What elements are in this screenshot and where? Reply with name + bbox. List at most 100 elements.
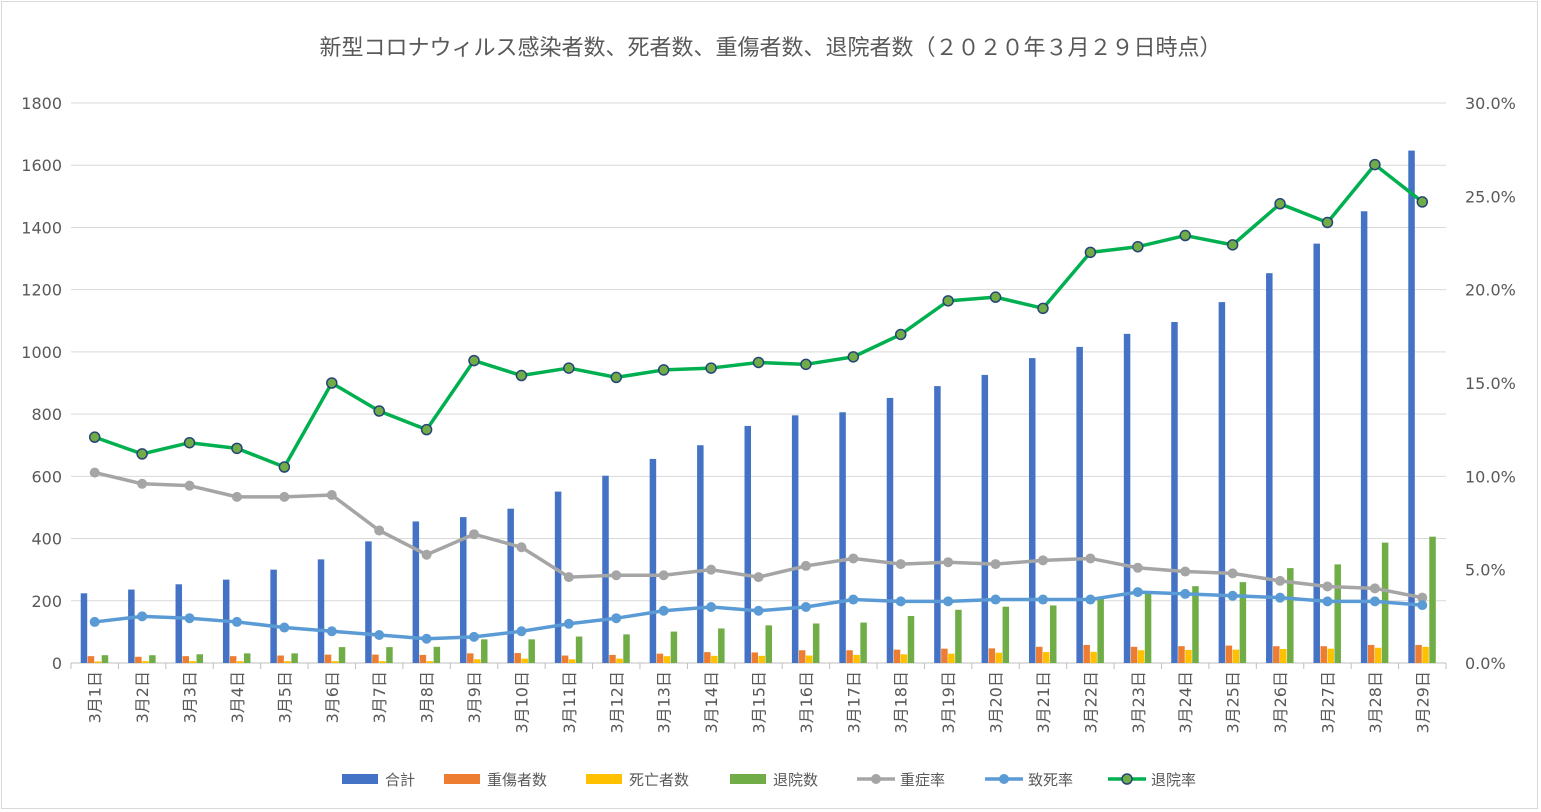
x-tick-label: 3月8日 (418, 671, 437, 723)
axes: 0 200 400 600 800 1000 1200 1400 1600 1800 0.0% 5.0… (21, 94, 1516, 734)
bar-退院数 (860, 622, 867, 663)
x-tick-label: 3月26日 (1271, 671, 1290, 734)
bar-重傷者数 (988, 648, 996, 663)
bar-重傷者数 (609, 654, 616, 663)
bar-退院数 (1144, 592, 1152, 663)
point-致死率 (848, 594, 859, 605)
bar-合計 (1408, 150, 1415, 664)
bar-重傷者数 (846, 650, 853, 663)
x-tick-label: 3月12日 (607, 671, 626, 734)
bar-重傷者数 (419, 654, 427, 663)
legend-marker-重症率 (871, 774, 881, 784)
bar-退院数 (955, 609, 962, 663)
bar-合計 (1028, 358, 1036, 663)
bar-死亡者数 (663, 656, 671, 663)
point-致死率 (1417, 600, 1428, 611)
point-致死率 (658, 605, 669, 616)
point-退院率 (942, 295, 954, 307)
point-退院率 (1274, 198, 1286, 210)
bar-合計 (981, 374, 989, 663)
point-致死率 (374, 630, 385, 640)
point-重症率 (800, 560, 811, 571)
point-致死率 (1037, 594, 1048, 605)
point-致死率 (943, 596, 954, 607)
legend-swatch-合計 (342, 774, 378, 784)
legend: 合計 重傷者数 死亡者数 退院数 重症率 致死率 退院率 (342, 771, 1196, 789)
point-退院率 (1179, 229, 1191, 242)
bar-死亡者数 (284, 661, 291, 663)
point-致死率 (1369, 596, 1380, 607)
bar-重傷者数 (1035, 646, 1043, 663)
bar-合計 (460, 517, 467, 663)
bar-死亡者数 (236, 661, 244, 663)
point-退院率 (1321, 216, 1334, 229)
bar-重傷者数 (324, 654, 332, 663)
point-重症率 (1322, 581, 1333, 592)
point-退院率 (894, 328, 907, 341)
bar-死亡者数 (616, 658, 623, 663)
point-重症率 (469, 529, 480, 540)
bar-死亡者数 (805, 655, 813, 663)
bar-重傷者数 (135, 656, 142, 663)
bar-死亡者数 (948, 653, 955, 663)
bar-退院数 (196, 654, 204, 663)
bar-退院数 (812, 623, 820, 663)
point-退院率 (326, 377, 338, 389)
bar-退院数 (765, 625, 772, 663)
bar-重傷者数 (751, 652, 758, 663)
x-tick-label: 3月10日 (512, 671, 531, 734)
bar-死亡者数 (331, 661, 339, 663)
x-tick-label: 3月27日 (1318, 671, 1337, 734)
point-退院率 (657, 364, 670, 376)
bar-死亡者数 (426, 661, 434, 663)
bar-重傷者数 (182, 656, 190, 663)
point-致死率 (1275, 592, 1286, 603)
x-tick-label: 3月17日 (844, 671, 863, 734)
point-退院率 (610, 371, 623, 384)
point-致死率 (326, 626, 337, 637)
point-致死率 (421, 633, 432, 644)
y-tick-label: 1400 (21, 218, 62, 237)
x-tick-label: 3月23日 (1129, 671, 1148, 734)
y-tick-label: 1600 (21, 156, 62, 175)
point-退院率 (231, 442, 243, 455)
bar-合計 (554, 491, 562, 663)
bar-重傷者数 (1367, 644, 1375, 663)
bar-退院数 (1334, 564, 1341, 663)
x-tick-label: 3月20日 (987, 671, 1006, 734)
y-tick-label: 1800 (21, 94, 62, 113)
y-tick-label: 400 (31, 530, 62, 549)
point-退院率 (1369, 158, 1381, 171)
x-tick-label: 3月16日 (797, 671, 816, 734)
x-tick-label: 3月19日 (939, 671, 958, 734)
bar-重傷者数 (561, 655, 569, 663)
bar-重傷者数 (87, 656, 95, 663)
y-tick-label: 1200 (21, 281, 62, 300)
bar-死亡者数 (1327, 648, 1334, 663)
point-重症率 (943, 557, 954, 568)
point-退院率 (847, 351, 860, 363)
legend-label: 致死率 (1028, 771, 1073, 789)
x-tick-label: 3月13日 (655, 671, 674, 734)
bar-重傷者数 (1273, 646, 1280, 663)
point-重症率 (421, 549, 432, 560)
bar-合計 (1360, 211, 1368, 663)
x-tick-label: 3月24日 (1176, 671, 1195, 734)
bar-退院数 (1192, 586, 1199, 663)
x-tick-label: 3月22日 (1081, 671, 1100, 734)
point-退院率 (800, 358, 812, 371)
point-重症率 (1275, 575, 1286, 586)
point-致死率 (137, 611, 148, 622)
bar-退院数 (101, 655, 109, 663)
point-重症率 (326, 490, 337, 500)
point-退院率 (183, 436, 196, 449)
point-重症率 (1369, 583, 1380, 594)
legend-swatch-退院数 (730, 774, 766, 784)
x-tick-label: 3月5日 (275, 671, 294, 723)
bar-死亡者数 (1185, 649, 1192, 663)
bar-重傷者数 (1178, 646, 1185, 663)
bar-合計 (270, 569, 277, 663)
point-致死率 (800, 602, 811, 612)
bar-死亡者数 (1280, 649, 1287, 663)
